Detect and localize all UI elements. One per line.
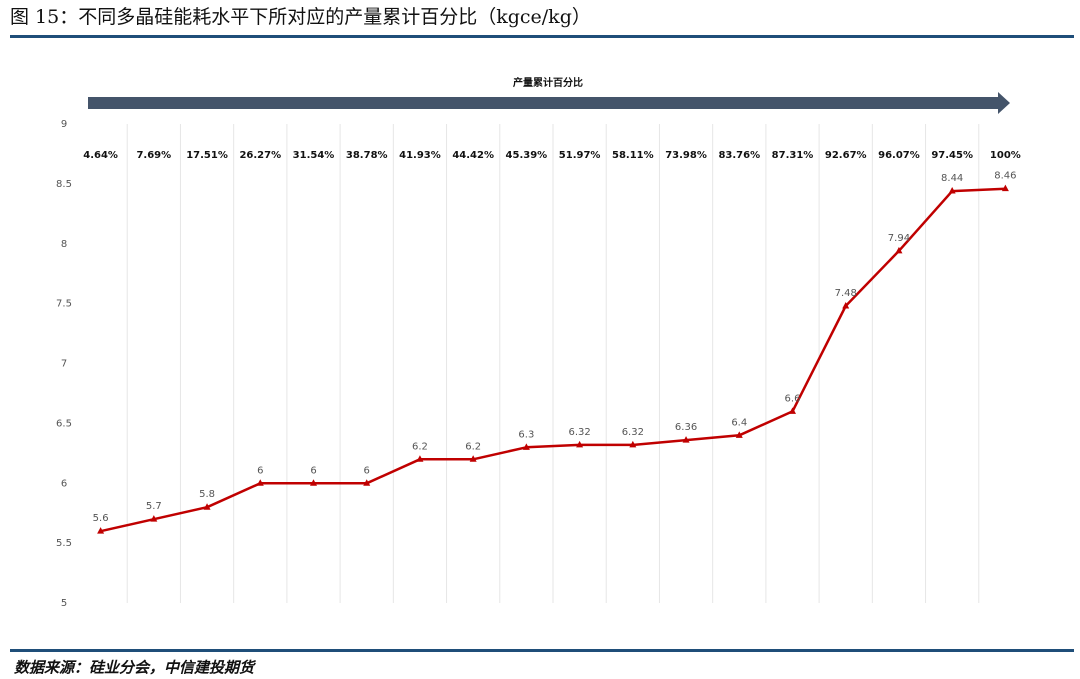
source-rule: [10, 649, 1074, 652]
x-tick-label: 26.27%: [239, 150, 281, 161]
x-tick-label: 31.54%: [293, 150, 335, 161]
point-marker: [363, 479, 371, 486]
point-marker: [895, 246, 903, 254]
x-tick-label: 83.76%: [718, 150, 760, 161]
x-tick-label: 41.93%: [399, 150, 441, 161]
point-marker: [310, 479, 317, 486]
point-marker: [416, 455, 424, 462]
point-marker: [469, 455, 477, 462]
point-marker: [256, 479, 264, 486]
x-tick-label: 100%: [990, 150, 1021, 161]
point-marker: [522, 443, 530, 450]
y-tick-label: 8.5: [56, 179, 72, 190]
x-tick-label: 17.51%: [186, 150, 228, 161]
y-tick-label: 8: [61, 239, 67, 250]
data-label: 5.8: [199, 489, 215, 500]
axis-arrow: [88, 92, 1010, 114]
data-line: [100, 187, 1006, 533]
y-tick-label: 7.5: [56, 299, 72, 310]
source: 数据来源：硅业分会，中信建投期货: [14, 659, 257, 677]
x-tick-label: 4.64%: [83, 150, 118, 161]
data-label: 6.32: [568, 427, 590, 438]
data-label: 6: [310, 465, 316, 476]
point-marker: [735, 431, 743, 438]
point-marker: [682, 436, 690, 443]
data-label: 6.2: [412, 441, 428, 452]
data-label: 6.3: [518, 429, 534, 440]
point-marker: [842, 302, 850, 309]
point-marker: [576, 440, 584, 448]
x-tick-label: 87.31%: [772, 150, 814, 161]
x-tick-label: 73.98%: [665, 150, 707, 161]
data-label: 8.46: [994, 171, 1016, 182]
x-tick-label: 96.07%: [878, 150, 920, 161]
y-tick-label: 6.5: [56, 418, 72, 429]
point-marker: [97, 527, 105, 534]
data-label: 6.32: [622, 427, 644, 438]
data-label: 5.6: [93, 513, 109, 524]
data-label: 8.44: [941, 173, 963, 184]
point-marker: [150, 515, 158, 522]
x-tick-label: 97.45%: [931, 150, 973, 161]
y-tick-label: 7: [61, 359, 67, 370]
arrow-label: 产量累计百分比: [513, 76, 583, 89]
point-marker: [789, 407, 796, 414]
x-tick-label: 7.69%: [136, 150, 171, 161]
y-tick-label: 6: [61, 478, 67, 489]
y-tick-label: 5: [61, 598, 67, 609]
data-label: 6.36: [675, 422, 697, 433]
x-tick-label: 45.39%: [506, 150, 548, 161]
y-tick-label: 5.5: [56, 538, 72, 549]
point-marker: [1001, 184, 1009, 192]
x-tick-label: 38.78%: [346, 150, 388, 161]
point-marker: [203, 503, 211, 510]
data-label: 7.48: [835, 288, 857, 299]
data-label: 6: [364, 465, 370, 476]
y-tick-label: 9: [61, 119, 67, 130]
data-label: 6.6: [785, 393, 801, 404]
x-tick-label: 58.11%: [612, 150, 654, 161]
point-marker: [629, 440, 637, 448]
chart-title: 图 15：不同多晶硅能耗水平下所对应的产量累计百分比（kgce/kg）: [10, 6, 591, 28]
data-label: 7.94: [888, 233, 910, 244]
x-tick-label: 51.97%: [559, 150, 601, 161]
data-label: 5.7: [146, 501, 162, 512]
data-label: 6: [257, 465, 263, 476]
title-rule: [10, 35, 1074, 38]
x-tick-label: 44.42%: [452, 150, 494, 161]
data-label: 6.2: [465, 441, 481, 452]
x-tick-label: 92.67%: [825, 150, 867, 161]
data-label: 6.4: [731, 417, 747, 428]
point-marker: [948, 187, 956, 194]
